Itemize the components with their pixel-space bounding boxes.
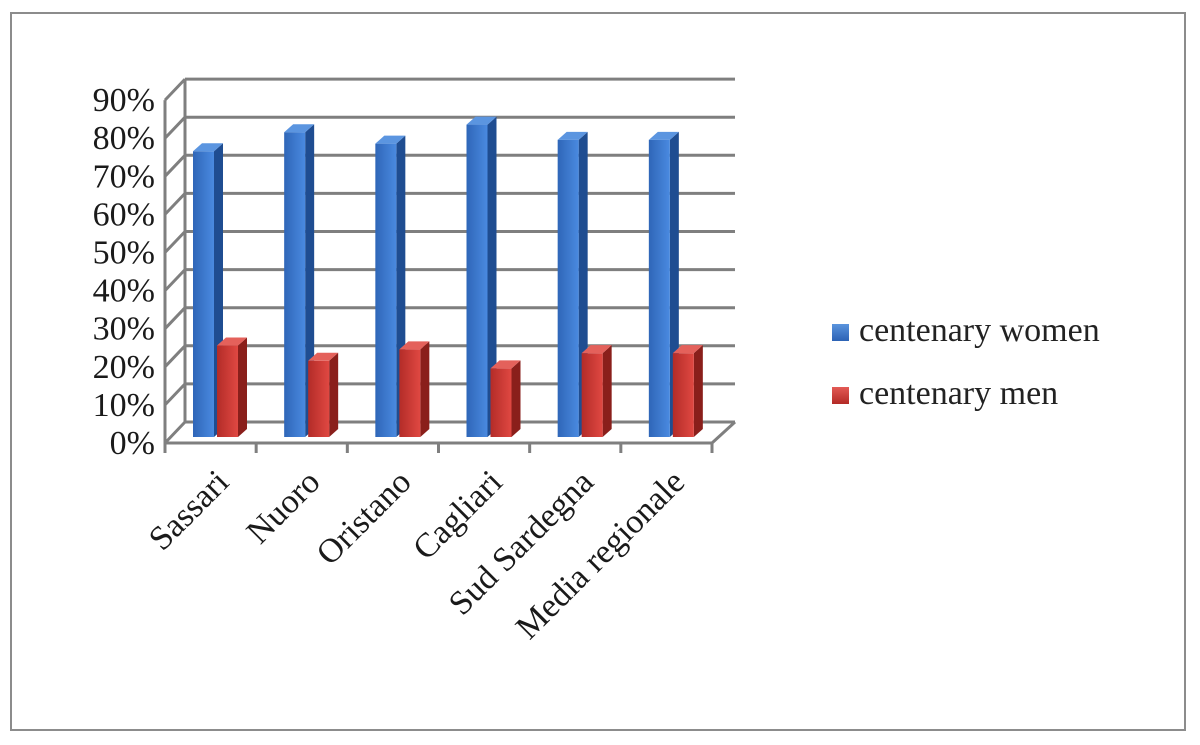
bar-men: [399, 341, 430, 437]
gridline-side: [163, 116, 187, 140]
bar-top: [284, 124, 315, 133]
bar-top: [490, 360, 521, 369]
bar-front: [466, 124, 488, 437]
bar-front: [490, 368, 512, 437]
bar-front: [557, 139, 579, 437]
y-tick-label: 10%: [93, 387, 155, 424]
bar-front: [308, 360, 330, 437]
legend-label-women: centenary women: [859, 312, 1100, 349]
y-tick-label: 40%: [93, 273, 155, 310]
gridline-side: [163, 344, 187, 368]
bar-side: [238, 337, 247, 437]
bar-front: [217, 345, 238, 437]
grid-layer: [163, 77, 735, 445]
x-tick-label: Sassari: [142, 463, 236, 557]
bar-top: [466, 116, 497, 125]
bar-top: [308, 352, 339, 361]
y-tick-label: 90%: [93, 82, 155, 119]
bar-top: [375, 135, 406, 144]
bar-side: [602, 345, 612, 437]
gridline-side: [163, 306, 187, 330]
gridline-side: [163, 268, 187, 292]
bar-front: [672, 353, 694, 437]
x-tick-label: Media regionale: [509, 463, 692, 646]
bar-front: [648, 139, 670, 437]
y-tick-label: 20%: [93, 349, 155, 386]
bar-men: [490, 360, 521, 437]
bar-front: [399, 349, 421, 437]
bar-side: [487, 116, 497, 437]
bar-side: [511, 360, 521, 437]
gridline-side: [163, 154, 187, 178]
bar-men: [672, 345, 703, 437]
bar-front: [193, 151, 214, 437]
bar-men: [217, 337, 247, 437]
bar-top: [217, 337, 247, 346]
bar-front: [581, 353, 603, 437]
bar-men: [581, 345, 612, 437]
y-tick-label: 60%: [93, 196, 155, 233]
floor-right-edge: [710, 420, 737, 445]
bar-top: [399, 341, 430, 350]
bar-front: [284, 132, 306, 437]
bars-layer: [193, 116, 703, 437]
gridline-side: [163, 78, 187, 102]
bar-men: [308, 352, 339, 437]
gridline-side: [163, 192, 187, 216]
bar-women: [466, 116, 497, 437]
legend-swatch-men: [832, 387, 849, 404]
legend-swatch-women: [832, 324, 849, 341]
y-tick-label: 50%: [93, 235, 155, 272]
bar-top: [672, 345, 703, 354]
bar-side: [329, 352, 339, 437]
bar-top: [581, 345, 612, 354]
axis-layer: [163, 79, 737, 453]
y-tick-label: 30%: [93, 311, 155, 348]
y-tick-label: 0%: [110, 425, 155, 462]
x-tick-label: Nuoro: [240, 463, 328, 551]
gridline-side: [163, 382, 187, 406]
bar-top: [557, 131, 588, 140]
gridline-side: [163, 230, 187, 254]
gridline-side: [163, 420, 187, 445]
x-tick-label: Oristano: [310, 463, 419, 572]
bar-side: [420, 341, 430, 437]
y-tick-label: 80%: [93, 120, 155, 157]
bar-front: [375, 143, 397, 437]
bar-top: [648, 131, 679, 140]
legend-label-men: centenary men: [859, 375, 1059, 412]
y-tick-label: 70%: [93, 158, 155, 195]
bar-side: [693, 345, 703, 437]
bar-top: [193, 143, 223, 152]
